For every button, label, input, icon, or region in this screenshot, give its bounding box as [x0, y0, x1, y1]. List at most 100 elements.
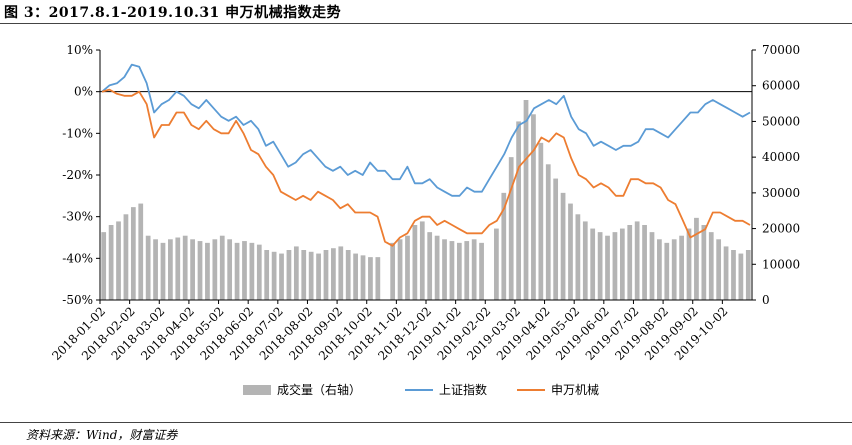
series-lines: [101, 63, 751, 247]
left-tick-label: -40%: [62, 251, 93, 265]
legend: 成交量（右轴） 上证指数 申万机械: [243, 382, 599, 397]
volume-bar: [419, 221, 425, 300]
volume-bar: [190, 239, 195, 300]
source-note: 资料来源：Wind，财富证券: [26, 428, 178, 442]
volume-bar: [138, 203, 144, 300]
volume-bar: [353, 253, 358, 300]
volume-bar: [405, 235, 410, 300]
volume-bar: [360, 255, 366, 300]
left-axis-ticks: 10% 0% -10% -20% -30% -40% -50%: [62, 43, 100, 307]
legend-swatch-volume: [243, 385, 271, 395]
chart-title: 图 3：2017.8.1-2019.10.31 申万机械指数走势: [4, 5, 342, 21]
volume-bar: [160, 242, 166, 300]
volume-bar: [301, 250, 307, 300]
volume-bar: [627, 225, 633, 300]
volume-bar: [227, 239, 233, 300]
volume-bar: [508, 157, 514, 300]
volume-bar: [249, 242, 255, 300]
volume-bar: [538, 142, 544, 300]
volume-bar: [101, 232, 107, 300]
volume-bar: [130, 207, 136, 300]
volume-bar: [442, 239, 447, 300]
volume-bar: [331, 248, 336, 300]
chart-area: 10% 0% -10% -20% -30% -40% -50% 70000 60000 5000…: [49, 43, 800, 397]
volume-bar: [745, 250, 751, 300]
volume-bar: [145, 235, 151, 300]
x-axis-ticks: 2018-01-022018-02-022018-03-022018-04-02…: [49, 300, 730, 363]
volume-bar: [716, 239, 722, 300]
volume-bar: [397, 239, 403, 300]
volume-bar: [553, 178, 559, 300]
volume-bar: [568, 203, 573, 300]
left-tick-label: 10%: [66, 43, 93, 57]
volume-bar: [471, 239, 477, 300]
volume-bar: [582, 221, 588, 300]
volume-bar: [642, 225, 647, 300]
volume-bar: [686, 228, 692, 300]
left-tick-label: 0%: [74, 85, 93, 99]
volume-bar: [545, 164, 551, 300]
volume-bar: [464, 241, 470, 300]
volume-bar: [323, 250, 329, 300]
legend-label-machinery: 申万机械: [551, 382, 599, 397]
volume-bar: [345, 250, 351, 300]
volume-bar: [168, 239, 173, 300]
left-tick-label: -50%: [62, 293, 93, 307]
right-axis-ticks: 70000 60000 50000 40000 30000 20000 10000 0: [752, 43, 800, 307]
volume-bar: [234, 242, 240, 300]
volume-bar: [560, 192, 566, 300]
volume-bar: [456, 242, 462, 300]
volume-bar: [694, 217, 699, 300]
volume-bar: [590, 228, 596, 300]
volume-bar: [427, 232, 433, 300]
top-rule: [0, 23, 852, 24]
volume-bar: [375, 257, 381, 300]
volume-bar: [175, 237, 181, 300]
volume-bar: [153, 239, 158, 300]
bottom-rule: [0, 422, 852, 423]
volume-bar: [256, 244, 262, 300]
volume-bar: [116, 221, 121, 300]
volume-bar: [123, 214, 129, 300]
volume-bar: [731, 250, 736, 300]
volume-bar: [523, 100, 529, 300]
volume-bar: [449, 241, 455, 300]
volume-bar: [619, 228, 625, 300]
volume-bar: [434, 235, 440, 300]
volume-bar: [657, 239, 662, 300]
right-tick-label: 40000: [762, 150, 800, 164]
volume-bar: [197, 241, 203, 300]
right-tick-label: 30000: [762, 186, 800, 200]
volume-bar: [494, 228, 499, 300]
volume-bar: [516, 121, 521, 301]
volume-bar: [679, 235, 684, 300]
volume-bar: [479, 242, 484, 300]
machinery-index-line: [101, 88, 751, 247]
volume-bar: [316, 253, 321, 300]
volume-bar: [271, 251, 277, 300]
left-tick-label: -20%: [62, 168, 93, 182]
volume-bar: [264, 250, 270, 300]
shanghai-index-line: [101, 63, 751, 197]
volume-bar: [723, 246, 729, 300]
volume-bar: [368, 257, 373, 300]
volume-bar: [212, 239, 218, 300]
right-tick-label: 60000: [762, 79, 800, 93]
right-tick-label: 10000: [762, 257, 800, 271]
volume-bar: [286, 250, 292, 300]
right-tick-label: 20000: [762, 222, 800, 236]
volume-bar: [205, 242, 210, 300]
volume-bar: [308, 251, 314, 300]
right-tick-label: 70000: [762, 43, 800, 57]
legend-label-volume: 成交量（右轴）: [277, 382, 361, 397]
volume-bar: [338, 246, 344, 300]
legend-label-shanghai: 上证指数: [439, 382, 487, 397]
volume-bar: [664, 242, 670, 300]
volume-bar: [701, 225, 707, 300]
volume-bar: [597, 232, 603, 300]
volume-bar: [108, 225, 114, 300]
volume-bar: [612, 232, 618, 300]
volume-bars: [101, 100, 751, 301]
volume-bar: [649, 232, 655, 300]
volume-bar: [501, 192, 507, 300]
